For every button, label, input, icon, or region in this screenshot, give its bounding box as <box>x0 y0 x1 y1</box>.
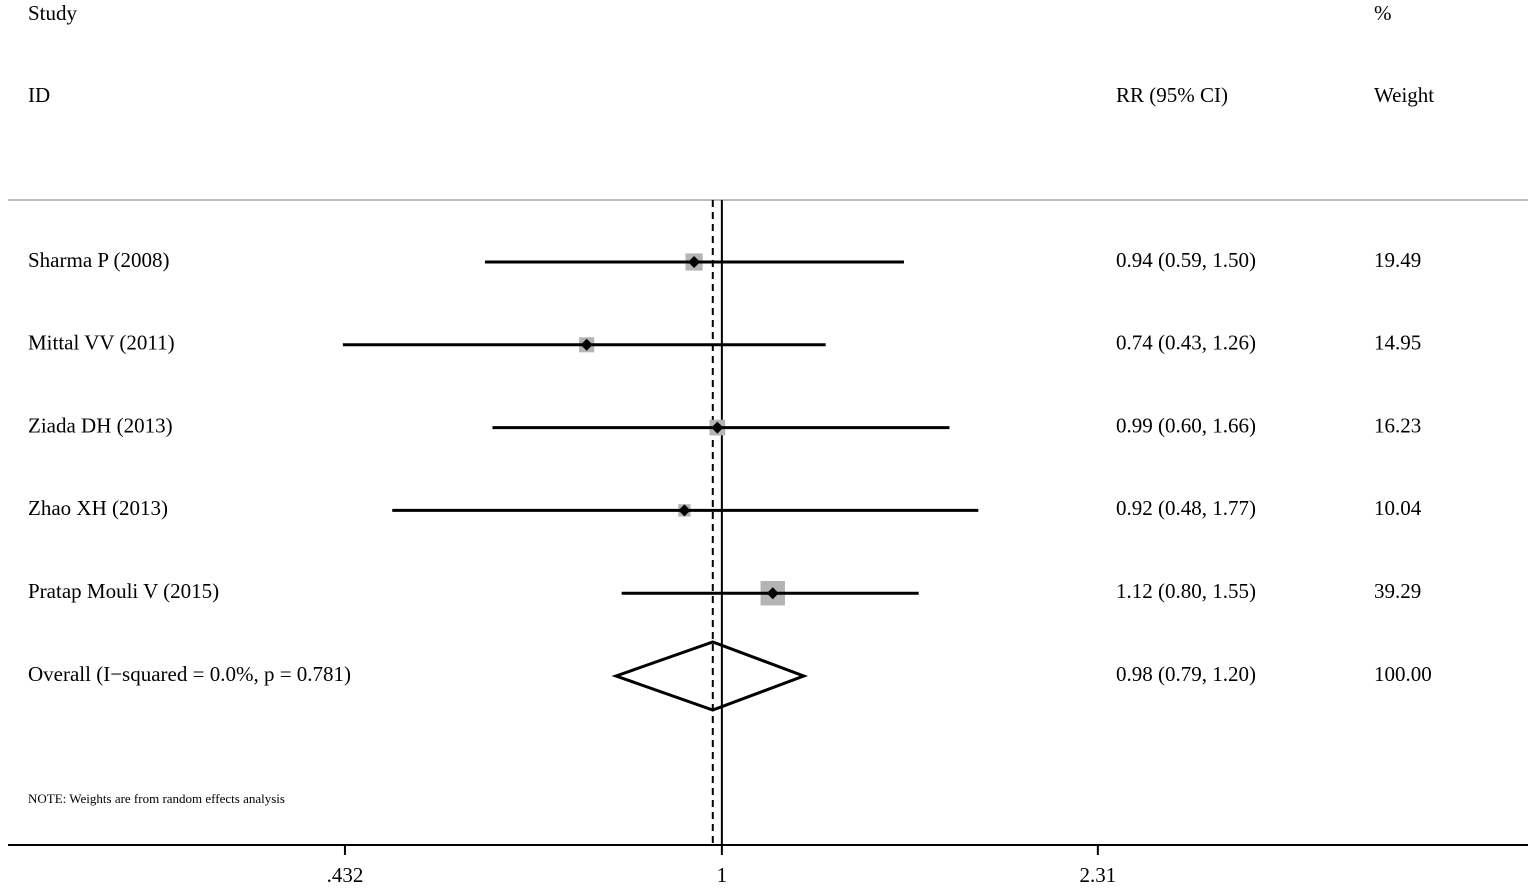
header-percent: % <box>1374 1 1392 25</box>
study-label: Zhao XH (2013) <box>28 496 168 520</box>
point-estimate <box>688 256 701 268</box>
point-estimate <box>580 338 593 351</box>
note: NOTE: Weights are from random effects an… <box>28 791 285 806</box>
overall-weight-label: 100.00 <box>1374 662 1432 686</box>
x-tick-label: 2.31 <box>1079 863 1116 887</box>
header-effect: RR (95% CI) <box>1116 83 1228 107</box>
overall-effect-label: 0.98 (0.79, 1.20) <box>1116 662 1256 686</box>
effect-label: 0.94 (0.59, 1.50) <box>1116 248 1256 272</box>
study-label: Mittal VV (2011) <box>28 331 175 355</box>
header-study: Study <box>28 1 78 25</box>
effect-label: 0.74 (0.43, 1.26) <box>1116 331 1256 355</box>
point-estimate <box>678 504 691 517</box>
study-label: Sharma P (2008) <box>28 248 170 272</box>
effect-label: 0.92 (0.48, 1.77) <box>1116 496 1256 520</box>
weight-label: 10.04 <box>1374 496 1422 520</box>
weight-label: 16.23 <box>1374 413 1421 437</box>
effect-label: 0.99 (0.60, 1.66) <box>1116 413 1256 437</box>
header-weight: Weight <box>1374 83 1434 107</box>
effect-label: 1.12 (0.80, 1.55) <box>1116 579 1256 603</box>
weight-label: 39.29 <box>1374 579 1421 603</box>
point-estimate <box>711 421 724 434</box>
study-label: Ziada DH (2013) <box>28 413 173 437</box>
x-tick-label: 1 <box>717 863 728 887</box>
overall-label: Overall (I−squared = 0.0%, p = 0.781) <box>28 662 351 686</box>
overall-diamond <box>611 640 809 712</box>
weight-label: 14.95 <box>1374 331 1421 355</box>
header-id: ID <box>28 83 50 107</box>
weight-label: 19.49 <box>1374 248 1421 272</box>
study-label: Pratap Mouli V (2015) <box>28 579 219 603</box>
x-tick-label: .432 <box>327 863 364 887</box>
point-estimate <box>766 587 779 600</box>
